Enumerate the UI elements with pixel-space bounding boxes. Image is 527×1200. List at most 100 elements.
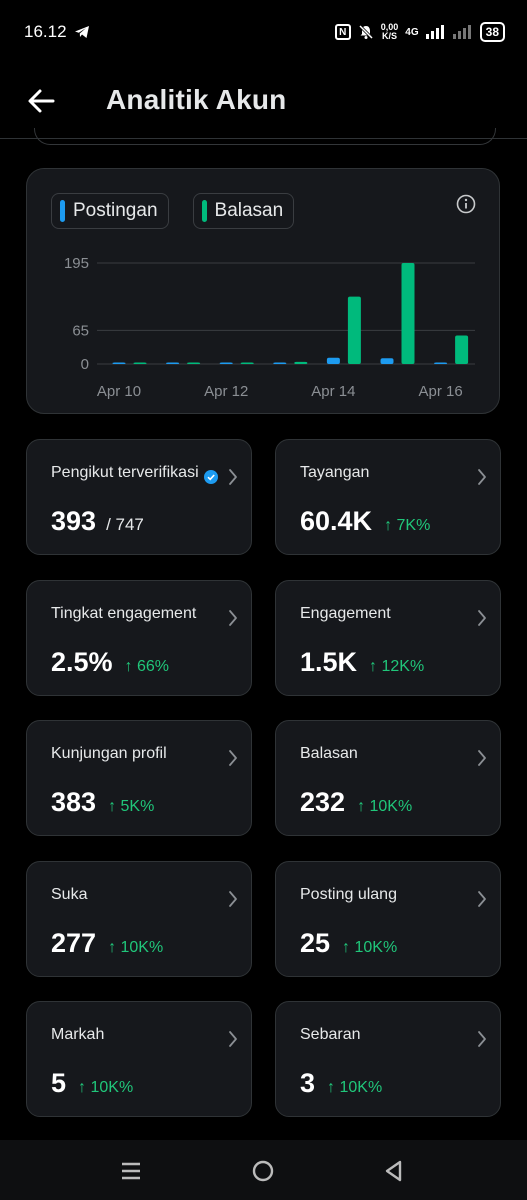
metric-label: Sebaran [300,1026,361,1043]
status-time: 16.12 [24,22,67,41]
nfc-icon: N [334,24,351,40]
signal-icon-2 [452,25,471,39]
status-bar: 16.12 N 0,00 K/S 4G 38 [0,0,527,64]
bar-postingan-apr-15 [380,358,394,364]
metric-value: 3 [300,1068,316,1098]
metric-label: Kunjungan profil [51,745,167,762]
chevron-right-icon [478,1031,486,1047]
x-tick-label: Apr 14 [311,383,355,400]
metric-change: ↑ 7K% [384,517,431,534]
metric-value: 2.5% [51,646,113,677]
battery-indicator: 38 [479,22,505,42]
metric-label: Balasan [300,745,358,762]
metric-label: Posting ulang [300,885,397,903]
network-speed: 0,00 K/S [381,23,399,41]
bar-balasan-apr-11 [187,362,201,364]
bar-postingan-apr-13 [273,362,287,364]
metric-change: ↑ 10K% [108,938,164,956]
y-tick-label: 0 [81,356,89,373]
metric-value: 232 [300,787,346,817]
metric-tile[interactable]: Tayangan 60.4K ↑ 7K% [275,439,501,555]
metric-change: ↑ 10K% [357,798,413,815]
telegram-icon [75,26,89,38]
legend-balasan[interactable]: Balasan [192,193,295,229]
bar-balasan-apr-12 [240,362,254,364]
metric-label: Markah [51,1026,105,1043]
bar-balasan-apr-16 [455,335,469,364]
y-tick-label: 65 [72,322,89,339]
metric-tile[interactable]: Pengikut terverifikasi 393 / 747 [26,439,252,555]
chart-legend: Postingan Balasan [51,193,295,229]
legend-swatch-postingan [60,200,65,222]
metric-value: 5 [51,1068,67,1098]
metric-total: / 747 [106,515,144,534]
metric-label: Pengikut terverifikasi [51,464,199,481]
back-triangle-icon[interactable] [381,1158,407,1184]
legend-label-postingan: Postingan [73,200,158,221]
bar-postingan-apr-14 [326,357,340,364]
metric-tile[interactable]: Markah 5 ↑ 10K% [26,1001,252,1117]
network-speed-value: 0,00 [380,22,399,32]
metric-value-row: 393 / 747 [51,506,144,537]
network-speed-unit: K/S [382,31,398,41]
metric-value: 383 [51,787,97,817]
metric-change: ↑ 10K% [342,938,398,956]
metric-change: ↑ 5K% [108,798,155,815]
bar-postingan-apr-10 [112,362,126,364]
app-bar: Analitik Akun [0,66,527,139]
metric-value-row: 277 ↑ 10K% [51,928,163,959]
metric-value: 1.5K [300,646,358,677]
y-tick-label: 195 [64,255,89,272]
verified-badge-icon [204,470,218,484]
metric-value: 393 [51,506,97,536]
bar-postingan-apr-11 [166,362,180,364]
metric-value-row: 5 ↑ 10K% [51,1068,133,1099]
metric-value: 60.4K [300,506,373,536]
metric-tile[interactable]: Sebaran 3 ↑ 10K% [275,1001,501,1117]
metric-change: ↑ 10K% [78,1079,134,1096]
metric-value-row: 1.5K ↑ 12K% [300,647,424,678]
collapsed-card-edge [34,128,496,145]
network-type: 4G [405,26,419,38]
metric-label: Engagement [300,604,391,622]
metric-tile[interactable]: Tingkat engagement 2.5% ↑ 66% [26,579,252,696]
metric-value: 25 [300,927,331,958]
bar-balasan-apr-14 [347,296,361,364]
bar-balasan-apr-15 [401,263,415,364]
bar-balasan-apr-10 [133,362,147,364]
page-title: Analitik Akun [106,84,287,115]
bar-balasan-apr-13 [294,361,308,364]
bar-postingan-apr-12 [219,362,233,364]
arrow-left-icon[interactable] [26,86,56,116]
x-tick-label: Apr 12 [204,383,248,400]
metric-tile[interactable]: Suka 277 ↑ 10K% [26,860,252,977]
activity-chart-card: Postingan Balasan 195 65 0 Apr 10 Apr 12 Apr … [26,168,500,414]
bar-chart: 195 65 0 Apr 10 Apr 12 Apr 14 Apr 16 [64,255,475,400]
legend-postingan[interactable]: Postingan [51,193,169,229]
chevron-right-icon [478,469,486,485]
metric-label: Tingkat engagement [51,604,197,622]
chevron-right-icon [478,609,486,626]
legend-swatch-balasan [201,200,207,222]
signal-icon [425,25,444,39]
metric-change: ↑ 12K% [369,657,425,675]
metric-tile[interactable]: Balasan 232 ↑ 10K% [275,720,501,836]
metric-tile[interactable]: Engagement 1.5K ↑ 12K% [275,579,501,696]
bar-postingan-apr-16 [434,362,448,364]
metric-tile[interactable]: Kunjungan profil 383 ↑ 5K% [26,720,252,836]
metric-label: Tayangan [300,464,370,481]
x-tick-label: Apr 10 [97,383,141,400]
menu-icon[interactable] [118,1158,144,1184]
chevron-right-icon [229,609,237,626]
metric-change: ↑ 10K% [327,1079,383,1096]
metric-value-row: 2.5% ↑ 66% [51,647,169,678]
chevron-right-icon [229,890,237,907]
chevron-right-icon [229,469,237,485]
metric-tile[interactable]: Posting ulang 25 ↑ 10K% [275,860,501,977]
metric-value-row: 25 ↑ 10K% [300,928,397,959]
legend-label-balasan: Balasan [214,200,284,221]
chevron-right-icon [229,1031,237,1047]
mute-bell-icon [358,24,373,40]
home-circle-icon[interactable] [250,1158,276,1184]
info-icon[interactable] [455,193,477,215]
